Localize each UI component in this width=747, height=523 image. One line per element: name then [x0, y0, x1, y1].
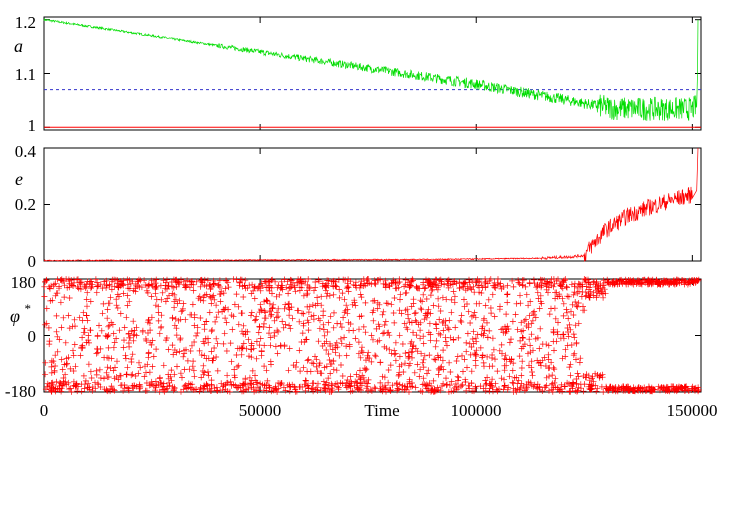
ylabel-a: a [14, 36, 23, 56]
panel-e: 0.4 0.2 0 e [15, 142, 702, 271]
ylabel-e: e [15, 169, 23, 189]
ylabel-phi-base: φ [10, 306, 20, 326]
xlabel: Time [364, 401, 399, 420]
ytick-e-0: 0.4 [15, 142, 37, 161]
panel-phi: 180 0 -180 φ * 0 50000 100000 150000 Tim… [5, 273, 718, 420]
xtick-2: 100000 [451, 401, 502, 420]
ytick-a-0: 1.2 [15, 13, 36, 32]
ytick-phi-0: 180 [11, 273, 37, 292]
marks-a [43, 17, 701, 130]
ylabel-phi-sup: * [24, 301, 31, 316]
xtick-3: 150000 [667, 401, 718, 420]
plot-frame-e [43, 147, 702, 262]
marks-phi [41, 276, 702, 395]
ytick-e-1: 0.2 [15, 195, 36, 214]
xtick-1: 50000 [239, 401, 282, 420]
ytick-phi-2: -180 [5, 382, 36, 401]
ytick-phi-1: 0 [28, 327, 37, 346]
panel-a: 1.2 1.1 1 a [14, 13, 702, 135]
series-line-1-0 [43, 147, 699, 262]
scatter-points-2-0 [41, 276, 702, 395]
xtick-0: 0 [40, 401, 49, 420]
ylabel-phi: φ * [10, 301, 31, 326]
marks-e [43, 147, 701, 262]
ytick-a-1: 1.1 [15, 65, 36, 84]
ytick-a-2: 1 [28, 116, 37, 135]
series-line-0-0 [43, 17, 699, 121]
plot-frame-a [43, 16, 702, 131]
ytick-e-2: 0 [28, 252, 37, 271]
